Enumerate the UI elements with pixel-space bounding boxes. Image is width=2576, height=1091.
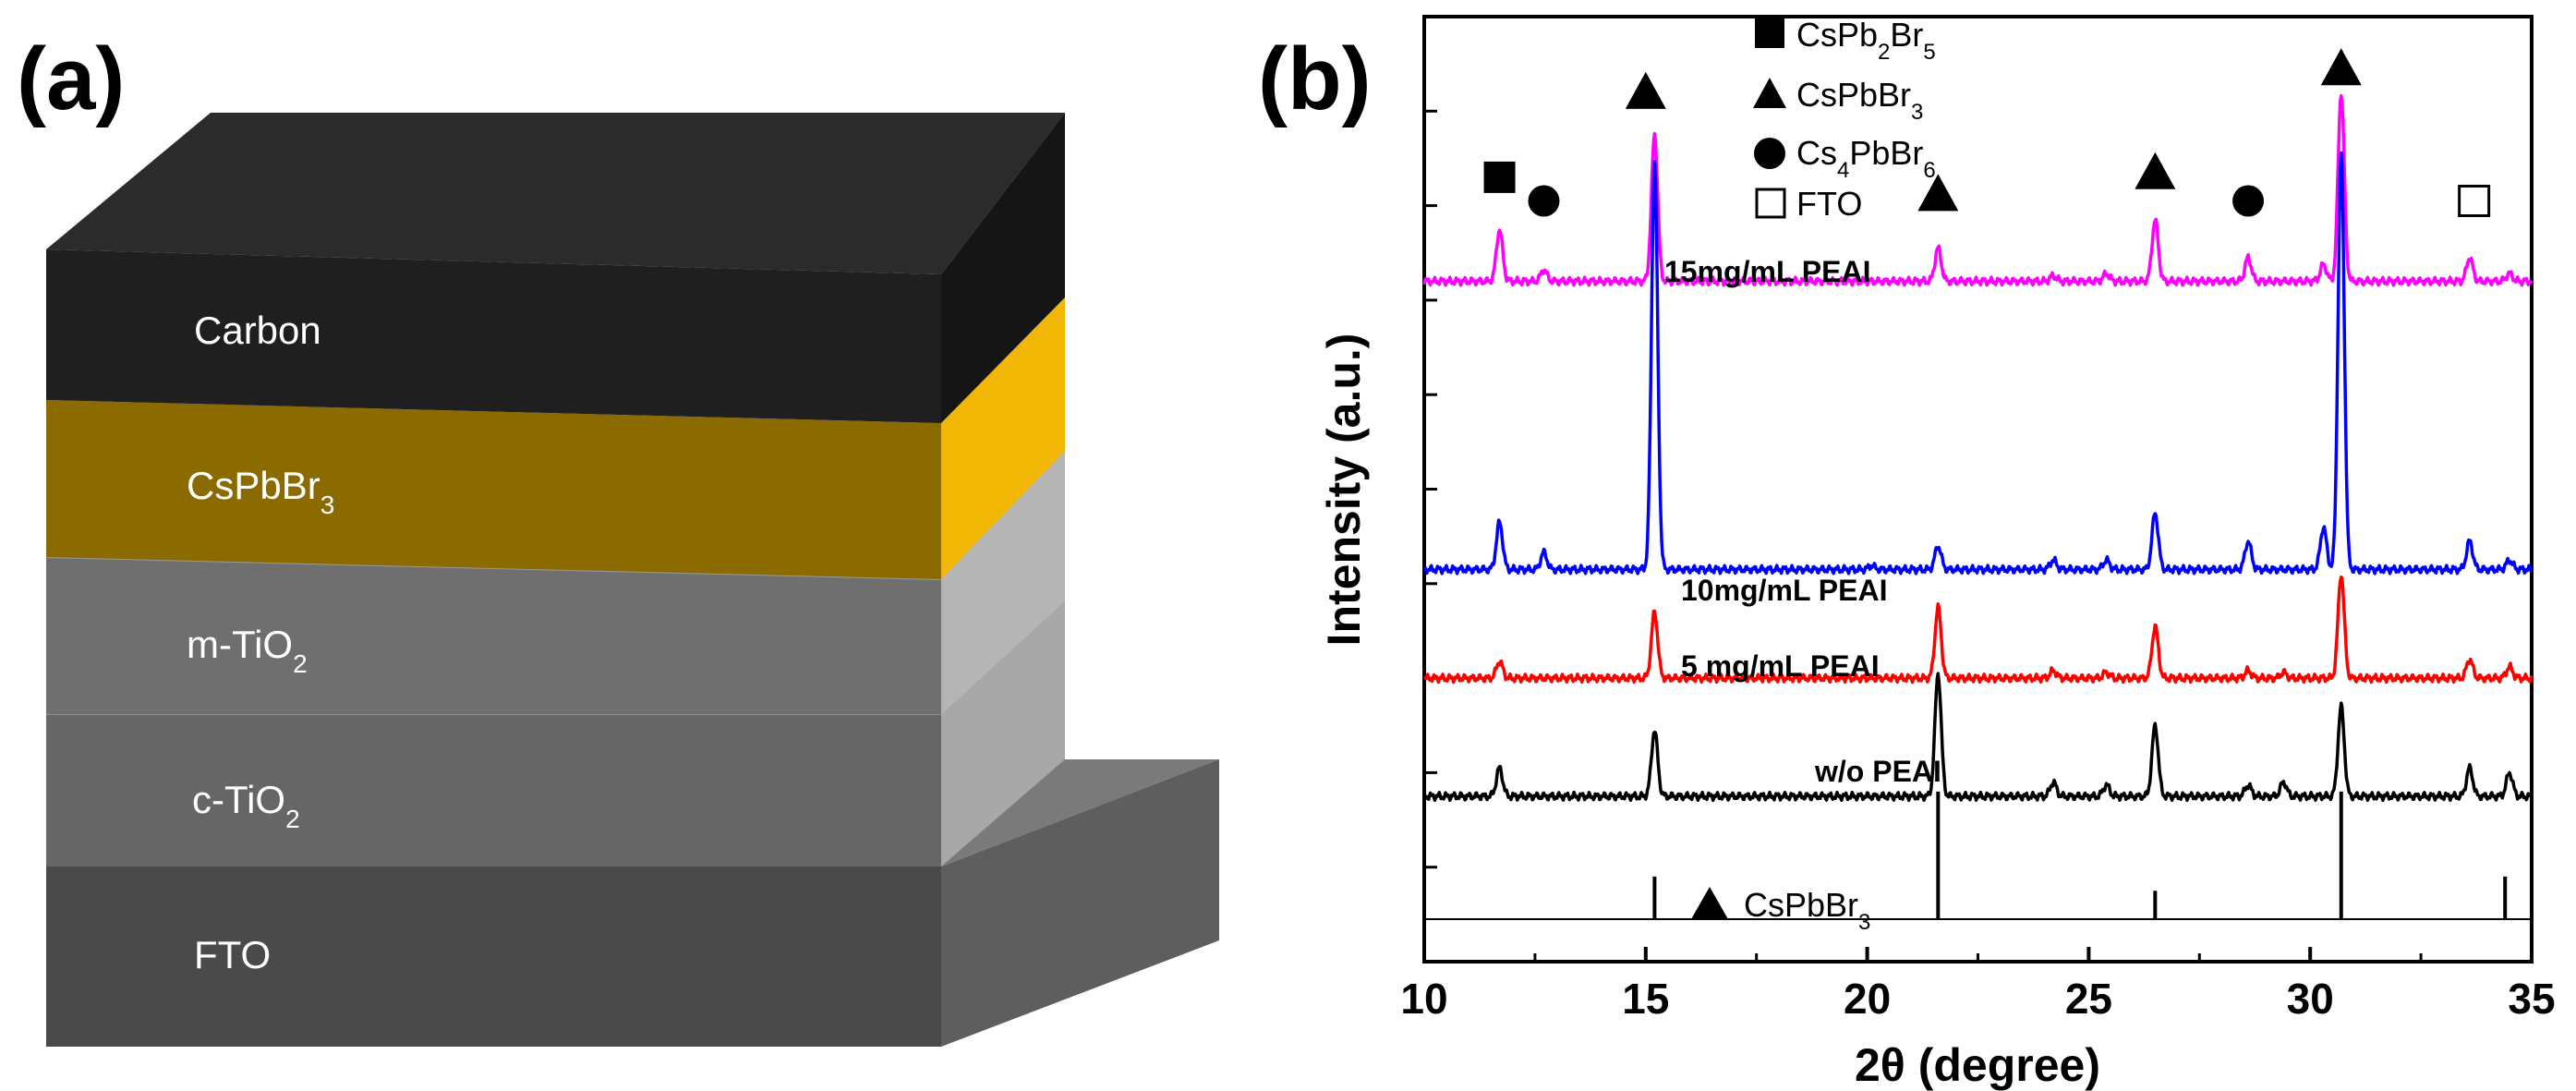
y-axis-title: Intensity (a.u.) <box>1318 333 1370 647</box>
series-line <box>1422 575 2534 685</box>
x-tick-label: 10 <box>1400 975 1447 1023</box>
layer-label-c-tio2: c-TiO2 <box>192 778 300 833</box>
legend-label-cspbbr3: CsPbBr3 <box>1796 76 1923 125</box>
cspbbr3-front-face <box>46 400 941 579</box>
legend-label-cspb2br5: CsPb2Br5 <box>1796 16 1936 65</box>
fto-side-face <box>941 759 1219 1047</box>
reference-label: CsPbBr3 <box>1744 886 1870 935</box>
series-line <box>1422 93 2534 287</box>
plot-frame <box>1422 15 2534 964</box>
layer-label-m-tio2: m-TiO2 <box>187 623 308 678</box>
marker-fto <box>2458 184 2491 217</box>
marker-cspbbr3 <box>2320 48 2362 86</box>
layer-carbon: Carbon <box>46 113 1065 423</box>
fto-front-face <box>46 867 941 1047</box>
legend-marker-cspb2br5 <box>1755 18 1784 48</box>
marker-cspbbr3 <box>1625 71 1666 109</box>
c-tio2-front-face <box>46 714 941 867</box>
legend-marker-cspbbr3 <box>1753 78 1786 108</box>
carbon-side-face <box>941 113 1065 423</box>
x-tick-label: 25 <box>2065 975 2112 1023</box>
layer-m-tio2: m-TiO2 <box>45 451 1065 714</box>
legend: CsPb2Br5 CsPbBr3 Cs4PbBr6 FTO <box>1753 16 1936 223</box>
layer-label-cspbbr3: CsPbBr3 <box>187 464 334 519</box>
y-axis-ticks <box>1424 109 1437 869</box>
marker-cs4pbbr6 <box>1528 185 1560 217</box>
x-tick-label: 20 <box>1844 975 1891 1023</box>
panel-a-device-stack: (a) FTO c-TiO2 m-TiO2 CsPbBr3 <box>17 30 1219 1047</box>
reference-pattern: CsPbBr3 <box>1424 791 2532 935</box>
cspbbr3-side-face <box>941 297 1065 579</box>
reference-triangle-marker <box>1691 887 1728 919</box>
legend-label-fto: FTO <box>1796 185 1862 223</box>
m-tio2-side-face <box>941 451 1065 714</box>
c-tio2-side-face <box>941 600 1065 867</box>
x-tick-label: 15 <box>1622 975 1669 1023</box>
layer-label-fto: FTO <box>194 933 271 976</box>
layer-label-carbon: Carbon <box>194 309 321 352</box>
series-label-15mg: 15mg/mL PEAI <box>1664 255 1870 288</box>
marker-cs4pbbr6 <box>2232 185 2265 217</box>
marker-cspb2br5 <box>1483 161 1516 193</box>
panel-a-label: (a) <box>17 30 125 128</box>
x-tick-label: 30 <box>2287 975 2334 1023</box>
x-tick-label: 35 <box>2508 975 2555 1023</box>
carbon-top-face <box>46 113 1065 274</box>
series-label-5mg: 5 mg/mL PEAI <box>1681 649 1880 683</box>
legend-marker-fto <box>1755 188 1786 219</box>
panel-b-xrd-chart: (b) 10 15 20 25 30 35 2θ (degree) Intensity (… <box>1258 15 2556 1091</box>
phase-markers <box>1483 48 2491 217</box>
layer-c-tio2: c-TiO2 <box>46 600 1065 867</box>
legend-marker-cs4pbbr6 <box>1754 138 1785 169</box>
legend-label-cs4pbbr6: Cs4PbBr6 <box>1796 134 1936 183</box>
x-axis: 10 15 20 25 30 35 <box>1400 947 2556 1023</box>
marker-cspbbr3 <box>2135 152 2176 189</box>
series-line <box>1423 151 2534 576</box>
carbon-front-face <box>46 249 941 423</box>
marker-cspbbr3 <box>1917 174 1959 212</box>
panel-b-label: (b) <box>1258 30 1372 128</box>
series-line <box>1422 672 2534 803</box>
series-label-wo: w/o PEAI <box>1814 755 1941 788</box>
x-axis-title: 2θ (degree) <box>1855 1039 2100 1091</box>
layer-cspbbr3: CsPbBr3 <box>46 297 1065 579</box>
series-label-10mg: 10mg/mL PEAI <box>1681 574 1887 607</box>
m-tio2-front-face <box>46 557 941 714</box>
series-group <box>1422 93 2534 803</box>
